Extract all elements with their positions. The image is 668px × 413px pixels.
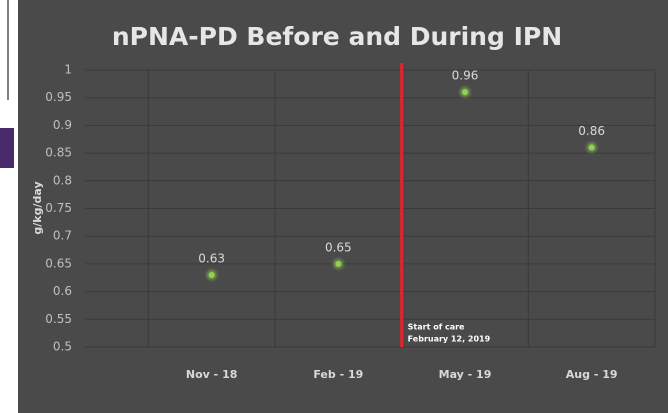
side-block bbox=[0, 128, 14, 168]
marker bbox=[208, 271, 215, 278]
chart-background bbox=[18, 0, 668, 413]
marker bbox=[462, 89, 468, 96]
data-label: 0.63 bbox=[198, 251, 225, 265]
annotation-text: February 12, 2019 bbox=[408, 335, 491, 344]
y-axis-label: g/kg/day bbox=[31, 181, 44, 234]
x-tick-label: Feb - 19 bbox=[313, 368, 363, 381]
y-tick-label: 0.75 bbox=[45, 201, 72, 215]
y-tick-label: 1 bbox=[64, 63, 72, 77]
x-tick-label: Aug - 19 bbox=[566, 368, 618, 381]
data-label: 0.86 bbox=[578, 124, 605, 138]
annotation-text: Start of care bbox=[408, 323, 465, 332]
y-tick-label: 0.95 bbox=[45, 90, 72, 104]
data-label: 0.96 bbox=[452, 69, 479, 83]
y-tick-label: 0.55 bbox=[45, 312, 72, 326]
y-tick-label: 0.9 bbox=[53, 118, 72, 132]
y-tick-label: 0.6 bbox=[53, 284, 72, 298]
y-tick-label: 0.85 bbox=[45, 146, 72, 160]
y-tick-label: 0.5 bbox=[53, 340, 72, 354]
page-strip bbox=[0, 0, 18, 413]
chart-title: nPNA-PD Before and During IPN bbox=[112, 22, 562, 51]
y-tick-label: 0.8 bbox=[53, 173, 72, 187]
data-label: 0.65 bbox=[325, 240, 352, 254]
x-tick-label: Nov - 18 bbox=[186, 368, 237, 381]
y-tick-label: 0.65 bbox=[45, 256, 72, 270]
marker bbox=[335, 260, 342, 267]
y-tick-label: 0.7 bbox=[53, 229, 72, 243]
x-tick-label: May - 19 bbox=[439, 368, 492, 381]
marker bbox=[588, 144, 595, 151]
